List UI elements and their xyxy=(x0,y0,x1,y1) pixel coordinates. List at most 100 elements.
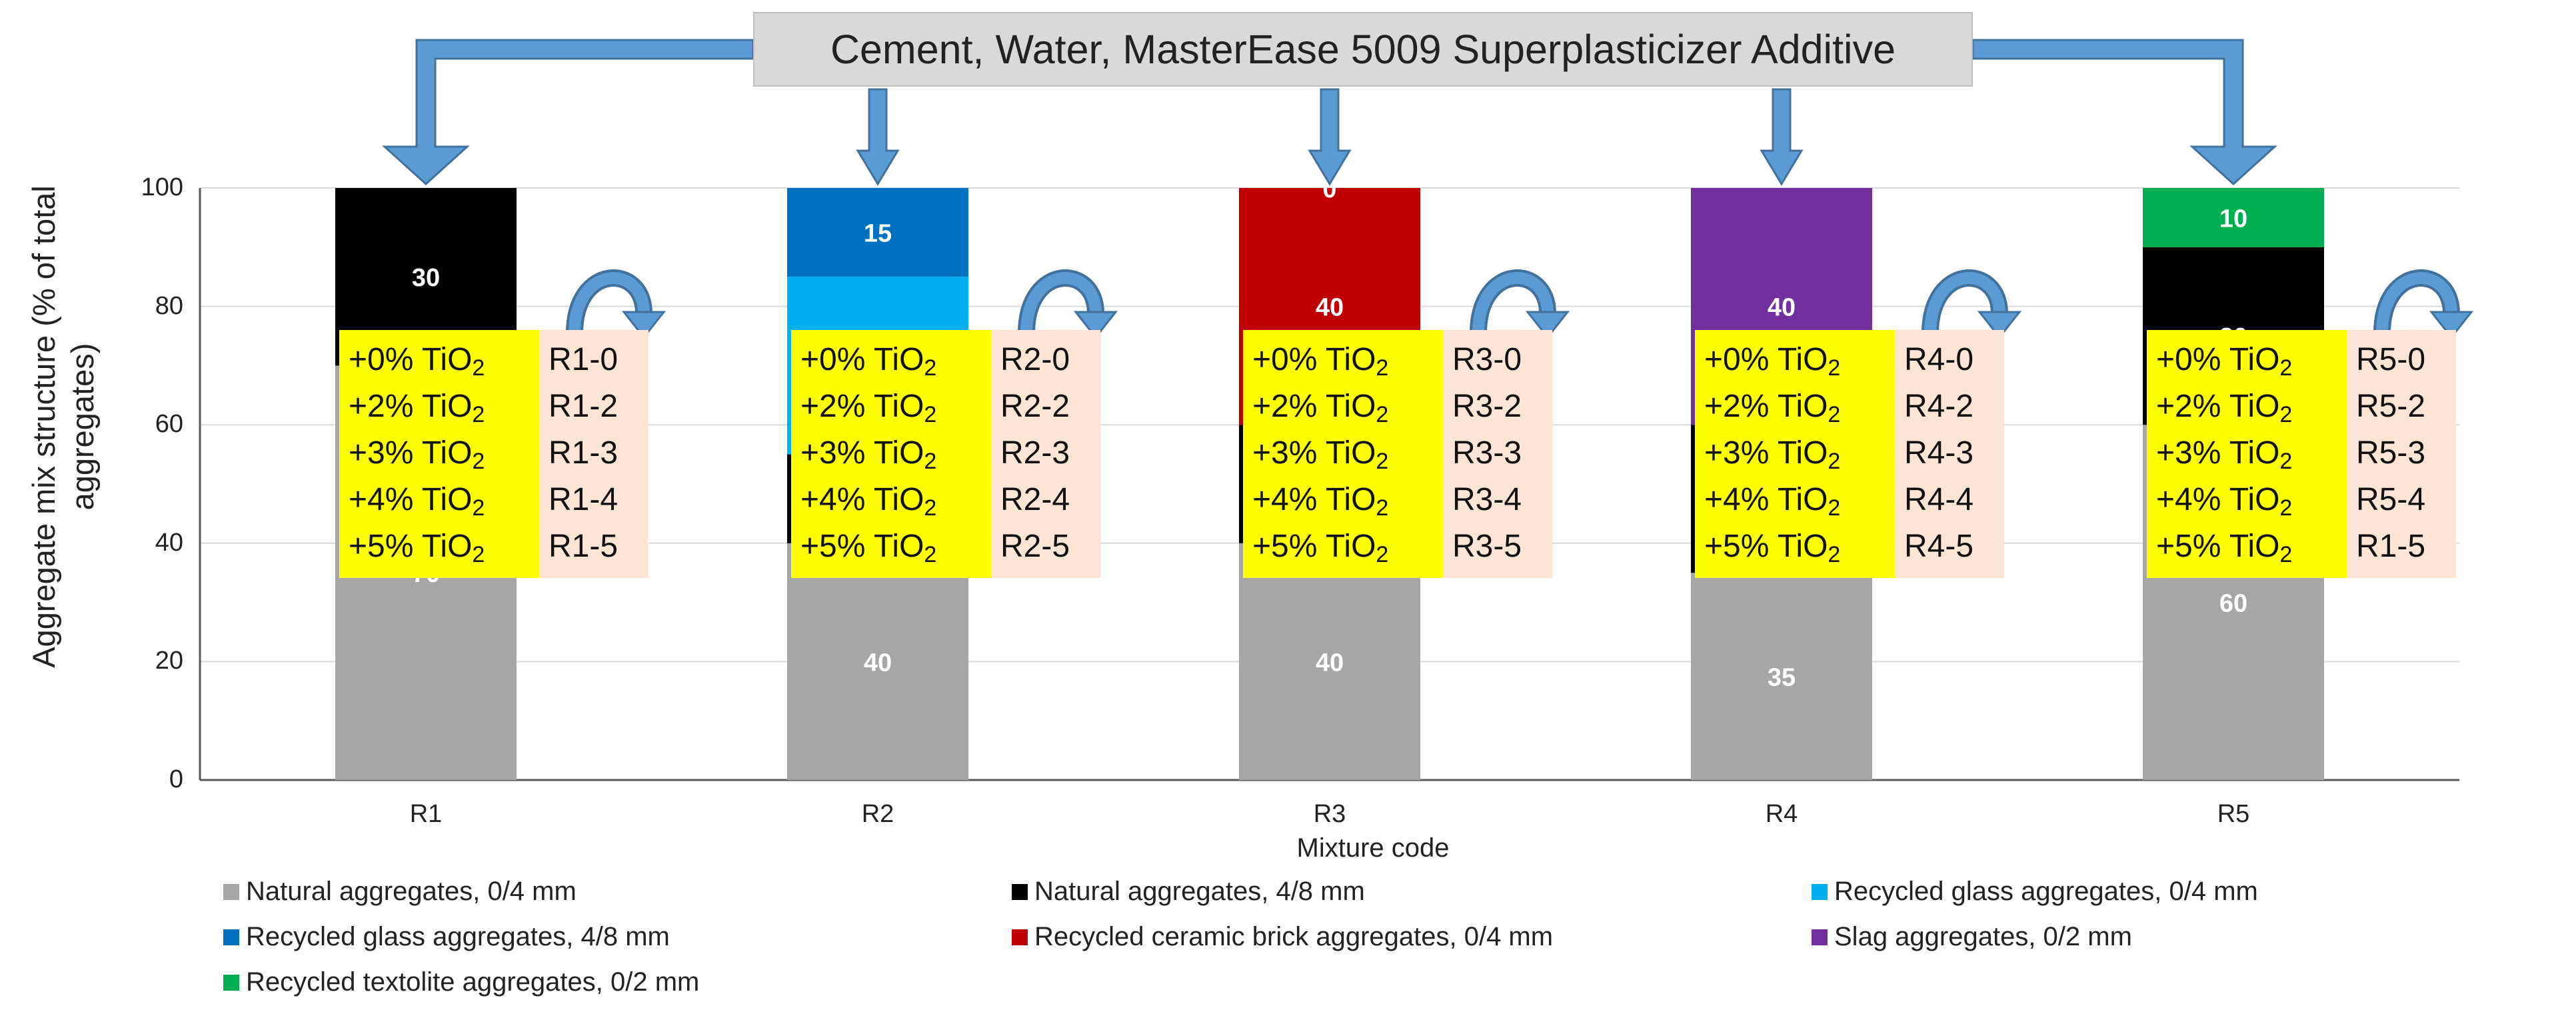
mixture-code: R4-3 xyxy=(1904,435,1974,471)
tio2-subscript: 2 xyxy=(1828,355,1841,381)
mixture-code: R4-4 xyxy=(1904,482,1974,517)
tio2-percent: +2% TiO2 xyxy=(1704,383,1886,430)
tio2-subscript: 2 xyxy=(924,402,937,427)
tio2-percent-text: +0% TiO xyxy=(1704,342,1828,377)
x-tick-label: R1 xyxy=(409,800,443,828)
curved-arrow-head xyxy=(1073,311,1118,339)
tio2-percent: +5% TiO2 xyxy=(349,523,530,570)
mixture-code: R2-3 xyxy=(1000,435,1070,471)
tio2-percent-text: +0% TiO xyxy=(349,342,473,377)
curved-arrow-head xyxy=(1525,311,1570,339)
tio2-subscript: 2 xyxy=(472,449,485,474)
bar-value-label: 0 xyxy=(1322,175,1336,203)
legend-swatch xyxy=(1812,883,1828,900)
mixture-code: R1-2 xyxy=(549,389,619,424)
tio2-subscript: 2 xyxy=(472,402,485,427)
tio2-percent-text: +0% TiO xyxy=(2156,342,2280,377)
tio2-percent-text: +2% TiO xyxy=(349,389,473,424)
legend-item: Natural aggregates, 4/8 mm xyxy=(1012,877,1365,907)
tio2-percent: +3% TiO2 xyxy=(800,430,982,477)
mixture-code: R5-4 xyxy=(2356,482,2426,517)
tio2-percent: +2% TiO2 xyxy=(800,383,982,430)
tio2-percent: +3% TiO2 xyxy=(1252,430,1434,477)
tio2-percent-column: +0% TiO2 +2% TiO2 +3% TiO2 +4% TiO2 +5% TiO2 xyxy=(2147,330,2347,578)
tio2-percent-text: +3% TiO xyxy=(1252,435,1376,471)
tio2-box-r1: +0% TiO2 +2% TiO2 +3% TiO2 +4% TiO2 +5% TiO2… xyxy=(339,330,648,578)
bar-value-label: 15 xyxy=(864,220,892,248)
tio2-percent-text: +4% TiO xyxy=(349,482,473,517)
curved-arrow-icon xyxy=(1472,272,1554,334)
tio2-subscript: 2 xyxy=(2279,542,2293,567)
tio2-subscript: 2 xyxy=(2279,449,2293,474)
tio2-percent-column: +0% TiO2 +2% TiO2 +3% TiO2 +4% TiO2 +5% TiO2 xyxy=(791,330,991,578)
tio2-box-r2: +0% TiO2 +2% TiO2 +3% TiO2 +4% TiO2 +5% TiO2… xyxy=(791,330,1100,578)
bar-segment xyxy=(787,543,968,780)
y-tick-label: 100 xyxy=(141,173,183,201)
tio2-subscript: 2 xyxy=(472,355,485,381)
mixture-code: R1-0 xyxy=(549,342,619,377)
y-tick-label: 40 xyxy=(155,528,183,557)
mixture-code: R1-5 xyxy=(549,529,619,564)
tio2-percent-text: +0% TiO xyxy=(800,342,924,377)
tio2-subscript: 2 xyxy=(1376,495,1389,521)
x-axis-label: Mixture code xyxy=(1296,833,1450,863)
legend-label: Natural aggregates, 0/4 mm xyxy=(246,877,577,906)
tio2-subscript: 2 xyxy=(1828,495,1841,521)
tio2-percent: +2% TiO2 xyxy=(349,383,530,430)
tio2-percent-column: +0% TiO2 +2% TiO2 +3% TiO2 +4% TiO2 +5% TiO2 xyxy=(1695,330,1895,578)
mixture-code: R3-3 xyxy=(1452,435,1522,471)
tio2-subscript: 2 xyxy=(472,495,485,521)
tio2-box-r4: +0% TiO2 +2% TiO2 +3% TiO2 +4% TiO2 +5% TiO2… xyxy=(1695,330,2004,578)
bar-value-label: 40 xyxy=(1316,294,1344,322)
tio2-percent: +5% TiO2 xyxy=(2156,523,2337,570)
tio2-subscript: 2 xyxy=(924,495,937,521)
tio2-box-r3: +0% TiO2 +2% TiO2 +3% TiO2 +4% TiO2 +5% TiO2… xyxy=(1243,330,1552,578)
tio2-percent-text: +3% TiO xyxy=(349,435,473,471)
legend-swatch xyxy=(1812,929,1828,945)
curved-arrow-icon xyxy=(2376,272,2457,334)
mixture-code: R5-3 xyxy=(2356,435,2426,471)
y-axis-label: Aggregate mix structure (% of total aggr… xyxy=(26,185,100,668)
curved-arrow-head xyxy=(621,311,666,339)
tio2-percent-text: +0% TiO xyxy=(1252,342,1376,377)
arrow-to-r3 xyxy=(1308,88,1352,186)
bar-value-label: 40 xyxy=(864,649,892,677)
legend-label: Slag aggregates, 0/2 mm xyxy=(1834,922,2132,951)
x-tick-label: R2 xyxy=(861,800,894,828)
tio2-percent-text: +3% TiO xyxy=(800,435,924,471)
legend-item: Recycled glass aggregates, 4/8 mm xyxy=(223,922,670,952)
legend-swatch xyxy=(1012,929,1028,945)
legend-item: Recycled ceramic brick aggregates, 0/4 m… xyxy=(1012,922,1553,952)
tio2-percent-column: +0% TiO2 +2% TiO2 +3% TiO2 +4% TiO2 +5% TiO2 xyxy=(339,330,539,578)
tio2-percent-text: +5% TiO xyxy=(1252,529,1376,564)
tio2-percent: +4% TiO2 xyxy=(1252,477,1434,523)
tio2-percent: +0% TiO2 xyxy=(349,337,530,383)
mixture-code: R2-5 xyxy=(1000,529,1070,564)
curved-arrow-head xyxy=(1977,311,2022,339)
tio2-subscript: 2 xyxy=(1828,449,1841,474)
tio2-percent-text: +4% TiO xyxy=(800,482,924,517)
mixture-code: R5-2 xyxy=(2356,389,2426,424)
x-tick-label: R3 xyxy=(1313,800,1346,828)
curved-arrow-icon xyxy=(569,272,650,334)
legend-label: Natural aggregates, 4/8 mm xyxy=(1034,877,1365,906)
tio2-subscript: 2 xyxy=(1376,449,1389,474)
y-tick-label: 20 xyxy=(155,647,183,675)
mixture-code-column: R5-0 R5-2 R5-3 R5-4 R1-5 xyxy=(2347,330,2456,578)
tio2-subscript: 2 xyxy=(924,449,937,474)
y-tick-label: 0 xyxy=(169,765,183,793)
mixture-code: R4-2 xyxy=(1904,389,1974,424)
legend-label: Recycled ceramic brick aggregates, 0/4 m… xyxy=(1034,922,1554,951)
mixture-code: R1-5 xyxy=(2356,529,2426,564)
mixture-code-column: R1-0 R1-2 R1-3 R1-4 R1-5 xyxy=(539,330,648,578)
legend: Natural aggregates, 0/4 mm Natural aggreg… xyxy=(223,877,2489,1010)
bar-segment xyxy=(1691,573,1872,780)
mixture-code-column: R3-0 R3-2 R3-3 R3-4 R3-5 xyxy=(1443,330,1552,578)
arrow-to-r5 xyxy=(1971,39,2277,186)
bar-segment xyxy=(787,188,968,277)
mixture-code: R3-4 xyxy=(1452,482,1522,517)
tio2-subscript: 2 xyxy=(924,542,937,567)
tio2-percent: +3% TiO2 xyxy=(1704,430,1886,477)
mixture-code: R3-2 xyxy=(1452,389,1522,424)
bar-value-label: 30 xyxy=(412,264,440,292)
